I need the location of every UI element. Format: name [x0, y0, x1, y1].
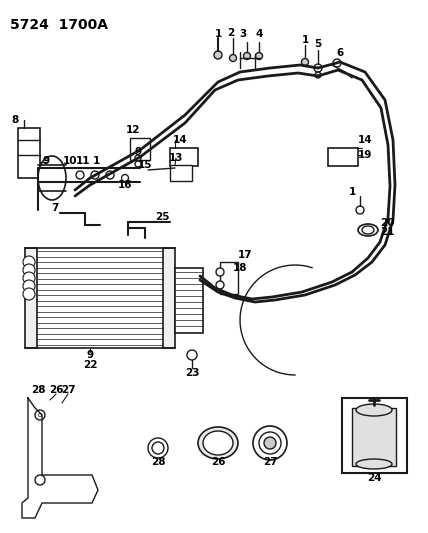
Bar	[163, 248, 175, 348]
Text: 16: 16	[118, 180, 132, 190]
Circle shape	[76, 171, 84, 179]
Circle shape	[148, 438, 168, 458]
Text: 26: 26	[211, 457, 225, 467]
Text: 14: 14	[172, 135, 187, 145]
Text: 1: 1	[92, 156, 100, 166]
Circle shape	[23, 256, 35, 268]
Text: 20: 20	[380, 218, 395, 228]
Bar	[220, 262, 238, 294]
Text: 11: 11	[76, 156, 90, 166]
Text: 10: 10	[63, 156, 77, 166]
Circle shape	[23, 272, 35, 284]
Bar	[352, 408, 396, 466]
Text: 1: 1	[214, 29, 222, 39]
Text: 7: 7	[51, 203, 59, 213]
Circle shape	[23, 288, 35, 300]
Circle shape	[23, 280, 35, 292]
Circle shape	[35, 475, 45, 485]
Text: 24: 24	[367, 473, 381, 483]
Circle shape	[301, 59, 309, 66]
Bar	[130, 138, 150, 160]
Circle shape	[35, 410, 45, 420]
Text: 13: 13	[169, 153, 183, 163]
Text: 19: 19	[358, 150, 372, 160]
Circle shape	[135, 161, 141, 167]
Circle shape	[229, 54, 237, 61]
Ellipse shape	[198, 427, 238, 459]
Text: 1: 1	[348, 187, 356, 197]
Text: 18: 18	[233, 263, 247, 273]
Circle shape	[264, 437, 276, 449]
Text: 1: 1	[301, 35, 309, 45]
Circle shape	[253, 426, 287, 460]
Ellipse shape	[38, 156, 66, 200]
Ellipse shape	[356, 404, 392, 416]
Circle shape	[23, 264, 35, 276]
Ellipse shape	[203, 431, 233, 455]
Circle shape	[259, 432, 281, 454]
Bar	[25, 248, 37, 348]
Circle shape	[315, 72, 321, 78]
Circle shape	[216, 268, 224, 276]
Bar	[342, 398, 407, 473]
Text: 27: 27	[263, 457, 277, 467]
Bar	[170, 148, 198, 166]
Text: 22: 22	[83, 360, 97, 370]
Text: 3: 3	[239, 29, 247, 39]
Text: 5: 5	[315, 39, 321, 49]
Text: 12: 12	[126, 125, 140, 135]
Circle shape	[91, 171, 99, 179]
Text: 25: 25	[155, 212, 169, 222]
Text: 4: 4	[256, 29, 263, 39]
Text: 14: 14	[358, 135, 373, 145]
Circle shape	[187, 350, 197, 360]
Bar	[170, 165, 192, 181]
Text: 27: 27	[61, 385, 75, 395]
Text: 15: 15	[138, 160, 152, 170]
Text: 26: 26	[49, 385, 63, 395]
Text: 17: 17	[238, 250, 253, 260]
Text: 28: 28	[151, 457, 165, 467]
Circle shape	[135, 155, 141, 161]
Text: 9: 9	[42, 156, 50, 166]
Text: 8: 8	[12, 115, 19, 125]
Ellipse shape	[358, 224, 378, 236]
Circle shape	[214, 51, 222, 59]
Circle shape	[356, 206, 364, 214]
Bar	[328, 148, 358, 166]
Text: o: o	[38, 412, 42, 418]
Circle shape	[122, 174, 128, 182]
Text: 2: 2	[227, 28, 235, 38]
Text: 9: 9	[134, 147, 142, 157]
Ellipse shape	[356, 459, 392, 469]
Circle shape	[256, 52, 262, 60]
Text: 21: 21	[380, 227, 395, 237]
Bar	[175, 268, 203, 333]
Bar	[18, 128, 40, 178]
Text: 5724  1700A: 5724 1700A	[10, 18, 108, 32]
Circle shape	[244, 52, 250, 60]
Ellipse shape	[362, 226, 374, 234]
Text: 6: 6	[336, 48, 344, 58]
Text: 23: 23	[185, 368, 199, 378]
Circle shape	[216, 281, 224, 289]
Circle shape	[152, 442, 164, 454]
Text: 28: 28	[31, 385, 45, 395]
Circle shape	[106, 171, 114, 179]
Text: 9: 9	[86, 350, 94, 360]
